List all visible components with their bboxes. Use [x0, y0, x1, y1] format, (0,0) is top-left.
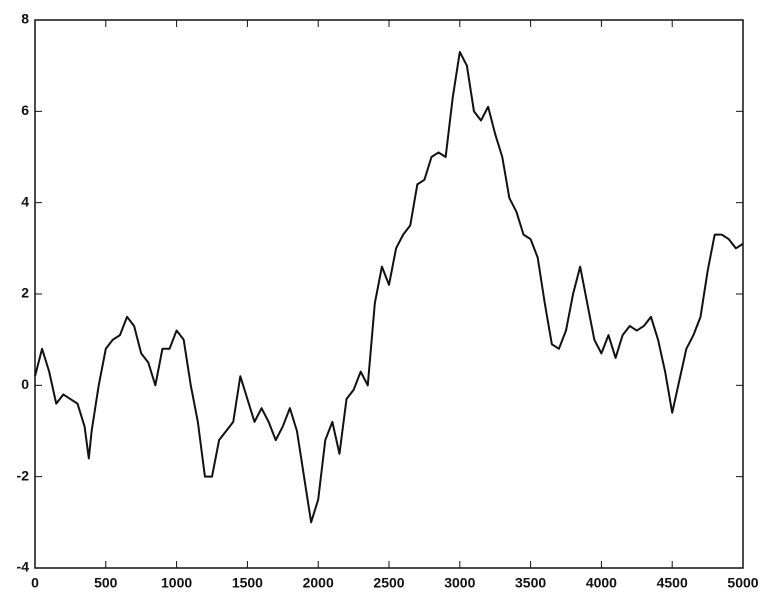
x-tick-label: 1500 — [232, 575, 263, 591]
y-tick-label: -4 — [17, 559, 30, 575]
plot-frame — [34, 19, 744, 569]
data-line — [34, 50, 744, 524]
x-tick-label: 0 — [31, 575, 39, 591]
x-tick-label: 2500 — [373, 575, 404, 591]
y-tick-label: 6 — [21, 102, 29, 118]
y-tick-label: -2 — [17, 467, 30, 483]
y-tick-label: 2 — [21, 285, 29, 301]
x-tick-label: 500 — [94, 575, 118, 591]
x-tick-label: 4500 — [657, 575, 688, 591]
x-tick-label: 3000 — [444, 575, 475, 591]
x-tick-label: 2000 — [303, 575, 334, 591]
y-tick-label: 0 — [21, 376, 29, 392]
x-tick-label: 1000 — [161, 575, 192, 591]
x-tick-label: 5000 — [727, 575, 758, 591]
x-tick-label: 3500 — [515, 575, 546, 591]
y-tick-label: 8 — [21, 11, 29, 27]
y-tick-label: 4 — [21, 193, 29, 209]
x-tick-label: 4000 — [586, 575, 617, 591]
